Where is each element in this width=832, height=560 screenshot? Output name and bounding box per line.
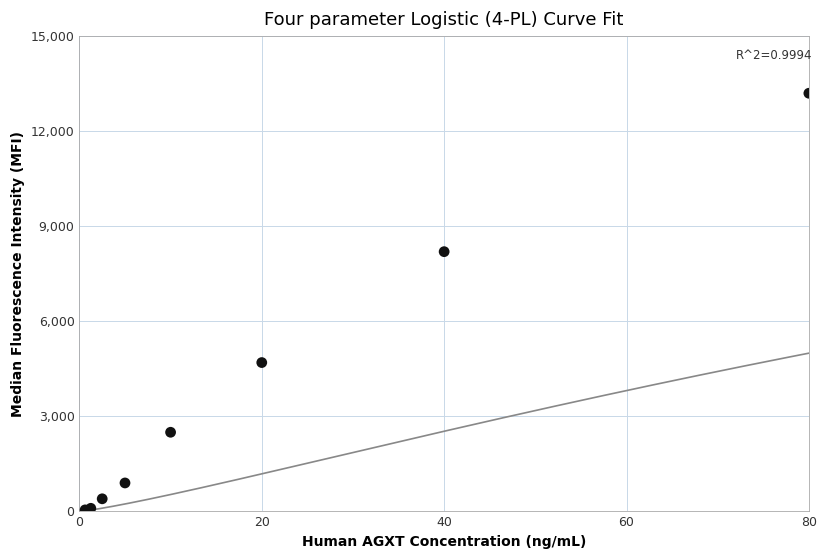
Point <box>96 494 109 503</box>
Point <box>164 428 177 437</box>
Title: Four parameter Logistic (4-PL) Curve Fit: Four parameter Logistic (4-PL) Curve Fit <box>265 11 624 29</box>
Point <box>438 247 451 256</box>
Point <box>84 504 97 513</box>
Point <box>118 478 131 487</box>
Point <box>802 89 815 98</box>
X-axis label: Human AGXT Concentration (ng/mL): Human AGXT Concentration (ng/mL) <box>302 535 587 549</box>
Y-axis label: Median Fluorescence Intensity (MFI): Median Fluorescence Intensity (MFI) <box>11 131 25 417</box>
Point <box>255 358 269 367</box>
Point <box>78 506 92 515</box>
Text: R^2=0.9994: R^2=0.9994 <box>736 49 812 62</box>
